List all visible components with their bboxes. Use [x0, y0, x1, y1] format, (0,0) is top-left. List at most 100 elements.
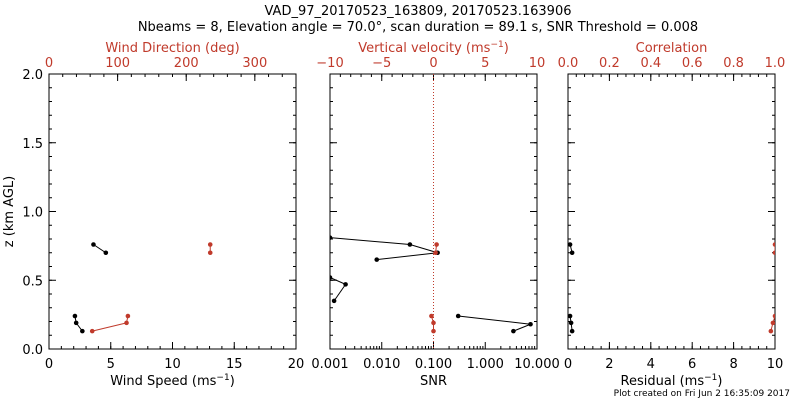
x-bottom-axis-label: SNR: [420, 374, 447, 389]
data-point: [330, 235, 333, 240]
velocity-panel-frame: [329, 73, 538, 350]
data-point: [434, 242, 439, 247]
series-line: [333, 284, 346, 302]
series-group: [568, 242, 775, 334]
data-point: [343, 282, 348, 287]
x-top-axis-label: Wind Direction (deg): [105, 41, 239, 56]
x-top-tick-label: 0.4: [640, 56, 661, 71]
data-point: [207, 250, 213, 256]
x-top-tick-label: 10: [529, 56, 546, 71]
x-bottom-axis-label-text: Residual (ms: [621, 374, 705, 389]
x-bottom-tick-label: 6: [688, 357, 696, 372]
x-bottom-axis-label-unit-exponent: −1: [216, 373, 229, 383]
data-point: [429, 313, 434, 319]
wind-panel: 0.0 0.5 1.0 1.5 2.0 z (km AGL) 0 5 10 15 20 Wind Sp…: [2, 41, 304, 389]
data-point: [331, 298, 337, 304]
data-point: [91, 242, 96, 247]
x-bottom-tick-label: 1.000: [467, 357, 504, 372]
x-bottom-tick-label: 5: [107, 357, 115, 372]
x-bottom-tick-label: 0: [564, 357, 572, 372]
series-line: [93, 244, 107, 254]
x-top-tick-label: 1.0: [765, 56, 786, 71]
x-bottom-axis-label: Residual (ms−1): [621, 373, 723, 389]
correlation-panel-frame: [567, 73, 776, 350]
data-point: [73, 320, 79, 326]
y-tick-label: 1.5: [22, 137, 43, 152]
x-bottom-tick-label: 15: [226, 357, 243, 372]
y-tick-label: 2.0: [22, 68, 43, 83]
x-bottom-axis-label-unit-close: ): [717, 374, 722, 389]
data-point: [568, 320, 574, 326]
x-bottom-tick-label: 10: [164, 357, 181, 372]
data-point: [511, 328, 516, 334]
data-point: [374, 257, 380, 262]
data-point: [772, 313, 775, 319]
correlation-panel: 0 2 4 6 8 10 Residual (ms−1) 0.0 0.2 0.4 0.6 0.8 1.0…: [558, 41, 786, 389]
data-point: [80, 328, 85, 334]
x-bottom-tick-label: 0: [45, 357, 53, 372]
data-point: [72, 313, 78, 319]
x-bottom-tick-label: 20: [288, 357, 305, 372]
x-top-tick-label: 0.0: [558, 56, 579, 71]
series-line: [376, 252, 438, 261]
x-bottom-axis-label-unit-exponent: −1: [704, 373, 717, 383]
data-point: [569, 250, 575, 256]
x-bottom-axis-label: Wind Speed (ms−1): [110, 373, 235, 389]
x-top-axis-label-text: Wind Direction (deg): [105, 41, 239, 56]
y-axis-label: z (km AGL): [2, 176, 17, 247]
data-point: [455, 313, 461, 319]
x-top-axis-label-text: Vertical velocity (ms: [358, 41, 490, 56]
y-tick-label: 0.0: [22, 343, 43, 358]
data-point: [772, 250, 775, 256]
data-point: [125, 313, 131, 319]
wind-panel-frame: [48, 73, 297, 350]
x-top-tick-label: 0.6: [682, 56, 703, 71]
series-line: [92, 322, 127, 332]
x-bottom-axis-label-text: SNR: [420, 374, 447, 389]
data-point: [768, 328, 774, 334]
data-point: [407, 242, 413, 247]
data-point: [431, 328, 436, 334]
x-top-tick-label: 0: [45, 56, 53, 71]
x-top-axis-label: Vertical velocity (ms−1): [358, 40, 509, 56]
x-top-axis-label-unit-close: ): [504, 41, 509, 56]
y-tick-label: 1.0: [22, 206, 43, 221]
series-line: [513, 323, 531, 332]
x-bottom-tick-label: 10.000: [514, 357, 560, 372]
x-bottom-tick-label: 0.010: [363, 357, 400, 372]
data-point: [330, 275, 333, 280]
data-point: [569, 328, 575, 334]
series-line: [330, 237, 410, 245]
x-top-axis-label-unit-exponent: −1: [490, 40, 503, 50]
x-bottom-tick-label: 10: [767, 357, 784, 372]
figure-title-line2: Nbeams = 8, Elevation angle = 70.0°, sca…: [138, 20, 698, 35]
data-point: [770, 320, 775, 326]
data-point: [207, 242, 213, 247]
series-line: [458, 315, 531, 325]
x-bottom-tick-label: 8: [729, 357, 737, 372]
series-group: [330, 235, 533, 334]
data-point: [89, 328, 95, 334]
plot-footer: Plot created on Fri Jun 2 16:35:09 2017: [614, 389, 790, 399]
x-top-tick-label: 0.2: [599, 56, 620, 71]
series-line: [330, 277, 346, 285]
data-point: [568, 313, 573, 319]
x-top-tick-label: −5: [372, 56, 391, 71]
x-top-tick-label: 5: [481, 56, 489, 71]
data-point: [431, 320, 436, 326]
x-top-tick-label: 200: [174, 56, 199, 71]
data-point: [772, 242, 775, 247]
data-point: [433, 250, 438, 256]
x-top-tick-label: 0: [429, 56, 437, 71]
x-top-tick-label: 300: [242, 56, 267, 71]
x-bottom-axis-label-unit-close: ): [230, 374, 235, 389]
x-top-tick-label: 100: [105, 56, 130, 71]
data-point: [103, 250, 109, 256]
x-top-tick-label: 0.8: [723, 56, 744, 71]
data-point: [568, 242, 573, 247]
x-bottom-tick-label: 0.100: [415, 357, 452, 372]
figure-title-line1: VAD_97_20170523_163809, 20170523.163906: [265, 4, 572, 19]
series-group: [72, 242, 213, 334]
